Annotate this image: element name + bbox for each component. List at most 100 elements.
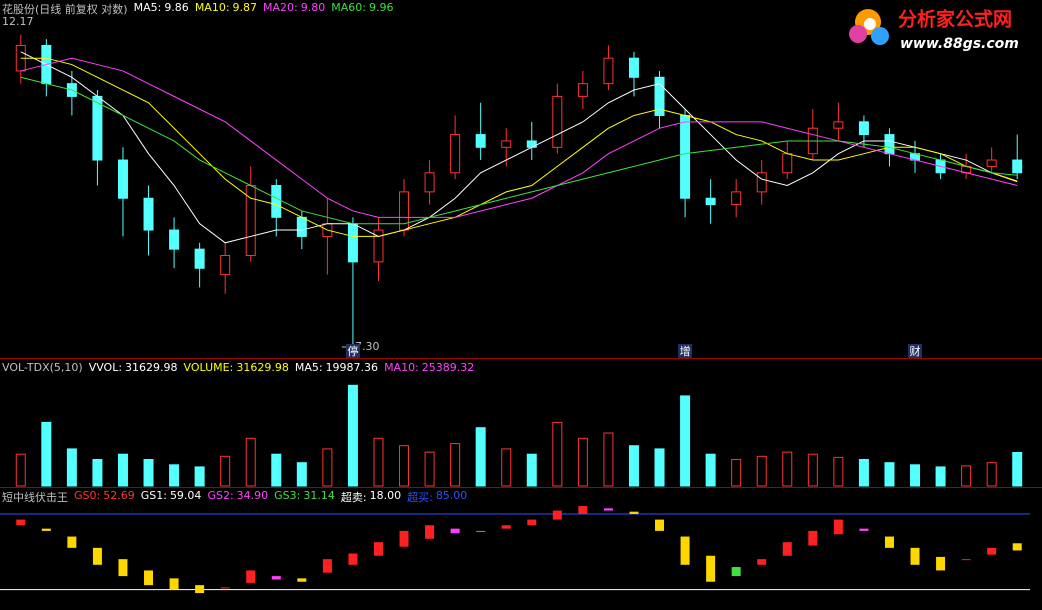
band-bar	[322, 559, 332, 573]
volume-bar	[680, 395, 691, 487]
band-bar	[808, 530, 818, 546]
volume-bar	[756, 455, 767, 487]
candle-body	[603, 57, 614, 85]
volume-bar	[501, 448, 512, 487]
volume-bar	[858, 459, 869, 487]
title: 花股份(日线 前复权 对数)	[2, 3, 128, 16]
band-bar	[348, 553, 358, 565]
band-bar	[118, 559, 128, 577]
legend-value: 31.14	[303, 489, 335, 502]
volume-bar	[782, 451, 793, 487]
band-bar	[246, 570, 256, 583]
volume-bar	[833, 456, 844, 487]
band-bar	[1012, 543, 1022, 551]
volume-bar	[169, 464, 180, 487]
legend-value: 9.80	[300, 1, 326, 14]
legend-name: MA60:	[331, 1, 366, 14]
band-bar	[144, 570, 154, 586]
band-bar	[706, 555, 716, 582]
legend-item: MA20: 9.80	[263, 1, 325, 17]
legend-value: 9.86	[164, 1, 189, 14]
event-marker: 增	[680, 344, 691, 358]
legend-value: 85.00	[435, 489, 468, 502]
band-bar	[399, 530, 409, 547]
legend-value: 59.04	[169, 489, 202, 502]
volume-bar	[424, 451, 435, 487]
volume-bar	[526, 453, 537, 487]
band-bar	[936, 556, 946, 571]
band-bar	[757, 559, 767, 565]
legend-value: 25389.32	[421, 361, 475, 374]
volume-bar	[117, 453, 128, 487]
band-bar	[884, 536, 894, 548]
candle-body	[782, 153, 793, 174]
candle-body	[347, 223, 358, 263]
legend-item: MA5: 19987.36	[295, 361, 378, 374]
volume-bar	[475, 427, 486, 487]
candle-body	[194, 248, 205, 269]
volume-bar	[194, 466, 205, 487]
candle-body	[628, 57, 639, 78]
volume-bar	[961, 465, 972, 487]
legend-item: MA5: 9.86	[134, 1, 189, 17]
ma-line	[20, 76, 1018, 225]
candle-body	[399, 191, 410, 231]
candle-body	[501, 140, 512, 148]
volume-bar	[347, 384, 358, 487]
volume-bar	[322, 448, 333, 487]
band-bar	[527, 519, 537, 526]
event-box	[345, 344, 360, 358]
legend-item: GS2: 34.90	[207, 489, 268, 505]
volume-bar	[731, 459, 742, 487]
band-bar	[552, 510, 562, 520]
logo: 分析家公式网 www.88gs.com	[849, 8, 1019, 52]
price-header: 花股份(日线 前复权 对数) MA5: 9.86 MA10: 9.87 MA20: 9.80…	[2, 1, 393, 17]
band-bar	[373, 542, 383, 556]
band-bar	[987, 547, 997, 555]
legend-name: VOLUME:	[183, 361, 234, 374]
legend-value: 31629.98	[236, 361, 289, 374]
band-bar	[859, 528, 869, 531]
band-bar	[603, 508, 613, 511]
candle-body	[296, 216, 307, 237]
candle-body	[705, 197, 716, 206]
legend-name: GS2:	[207, 489, 234, 502]
legend-item: VOLUME: 31629.98	[184, 361, 289, 374]
band-bar	[450, 528, 460, 534]
candle-body	[731, 191, 742, 206]
volume-bar	[220, 455, 231, 487]
legend-value: 31629.98	[125, 361, 178, 374]
legend-item: MA60: 9.96	[331, 1, 393, 17]
candle-body	[884, 134, 895, 155]
event-marker: 停	[347, 344, 358, 358]
volume-bar	[92, 459, 103, 487]
band-bar	[271, 576, 281, 580]
band-bar	[578, 506, 588, 514]
candle-body	[117, 159, 128, 199]
band-bar	[220, 587, 230, 589]
candle-body	[373, 229, 384, 263]
min-label: 7.30	[355, 340, 380, 353]
volume-bar	[935, 466, 946, 487]
volume-bar	[986, 462, 997, 487]
legend-name: GS0:	[74, 489, 101, 502]
candle-body	[833, 121, 844, 129]
candle-body	[552, 95, 563, 148]
legend-name: MA10:	[384, 361, 419, 374]
logo-url: www.88gs.com	[900, 36, 1019, 52]
legend-name: GS3:	[274, 489, 301, 502]
legend-item: VVOL: 31629.98	[89, 361, 178, 374]
title: VOL-TDX(5,10)	[2, 361, 83, 374]
legend-item: GS3: 31.14	[274, 489, 335, 505]
band-bar	[655, 519, 665, 531]
legend-item: 超卖: 18.00	[341, 489, 401, 505]
legend-name: MA5:	[294, 361, 323, 374]
legend-name: GS1:	[140, 489, 167, 502]
volume-bar	[628, 445, 639, 487]
band-bar	[731, 567, 741, 577]
max-label: 12.17	[2, 15, 34, 28]
band-bar	[67, 536, 77, 548]
band-bar	[297, 578, 307, 582]
indicator-header: 短中线伏击王 GS0: 52.69 GS1: 59.04 GS2: 34.90 GS3: 31.…	[2, 489, 467, 505]
